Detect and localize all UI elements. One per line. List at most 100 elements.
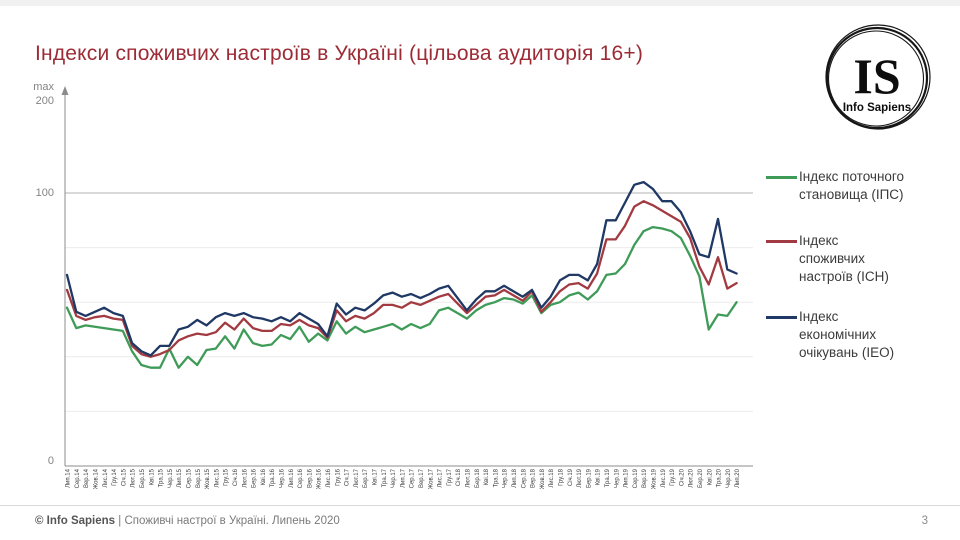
legend-item-ips: Індекс поточного становища (ІПС) bbox=[766, 168, 904, 204]
legend-swatch-ips bbox=[766, 176, 797, 179]
series-line-ІЕО bbox=[65, 180, 738, 357]
x-axis-tick-label: Кві.15 bbox=[149, 468, 155, 485]
footer: © Info Sapiens | Споживчі настрої в Укра… bbox=[35, 515, 340, 527]
x-axis-tick-label: Жов.14 bbox=[94, 468, 100, 489]
x-axis-tick-label: Лип.14 bbox=[66, 468, 72, 488]
x-axis-tick-label: Січ.17 bbox=[345, 468, 351, 486]
x-axis-tick-label: Тра.19 bbox=[605, 468, 611, 487]
info-sapiens-logo: IS Info Sapiens bbox=[820, 20, 935, 138]
series-line-ІСН bbox=[65, 200, 738, 358]
legend-label-isn: Індекс споживчих настроїв (ІСН) bbox=[799, 233, 889, 284]
x-axis-tick-label: Лют.16 bbox=[242, 468, 248, 487]
x-axis-tick-label: Лис.16 bbox=[326, 468, 332, 487]
legend-item-ieo: Індекс економічних очікувань (ІЕО) bbox=[766, 308, 894, 362]
page-number: 3 bbox=[921, 515, 928, 527]
x-axis-tick-label: Гру.15 bbox=[224, 468, 230, 486]
x-axis-tick-label: Лип.15 bbox=[177, 468, 183, 488]
x-axis-tick-label: Жов.19 bbox=[652, 468, 658, 489]
x-axis-tick-label: Бер.19 bbox=[586, 468, 592, 488]
x-axis-tick-label: Вер.19 bbox=[642, 468, 648, 488]
y-axis-tick-100: 100 bbox=[35, 187, 54, 199]
logo-circle-icon: IS Info Sapiens bbox=[825, 24, 931, 130]
x-axis-tick-label: Лип.19 bbox=[624, 468, 630, 488]
x-axis-tick-label: Сер.17 bbox=[410, 468, 416, 488]
x-axis-tick-label: Жов.18 bbox=[540, 468, 546, 489]
footer-divider bbox=[0, 505, 960, 506]
x-axis-tick-label: Лис.18 bbox=[549, 468, 555, 487]
x-axis-tick-label: Гру.16 bbox=[335, 468, 341, 486]
x-axis-tick-label: Вер.17 bbox=[419, 468, 425, 488]
x-axis-tick-label: Лют.18 bbox=[466, 468, 472, 487]
page-title: Індекси споживчих настроїв в Україні (ці… bbox=[35, 42, 644, 65]
logo-monogram: IS bbox=[853, 48, 900, 104]
x-axis-tick-label: Лис.15 bbox=[214, 468, 220, 487]
x-axis-tick-label: Тра.15 bbox=[159, 468, 165, 487]
x-axis-tick-label: Лис.19 bbox=[661, 468, 667, 487]
x-axis-tick-label: Лип.16 bbox=[289, 468, 295, 488]
x-axis-tick-label: Вер.18 bbox=[531, 468, 537, 488]
footer-brand: © Info Sapiens bbox=[35, 515, 116, 527]
x-axis-tick-label: Лип.20 bbox=[735, 468, 741, 488]
legend-item-isn: Індекс споживчих настроїв (ІСН) bbox=[766, 232, 889, 286]
x-axis-tick-label: Сер.15 bbox=[187, 468, 193, 488]
x-axis-tick-label: Лис.14 bbox=[103, 468, 109, 487]
x-axis-tick-label: Вер.15 bbox=[196, 468, 202, 488]
x-axis-tick-label: Тра.20 bbox=[717, 468, 723, 487]
x-axis-tick-label: Кві.16 bbox=[261, 468, 267, 485]
x-axis-tick-label: Гру.17 bbox=[447, 468, 453, 486]
logo-name: Info Sapiens bbox=[843, 102, 911, 114]
x-axis-tick-label: Січ.15 bbox=[121, 468, 127, 486]
x-axis-tick-label: Тра.18 bbox=[493, 468, 499, 487]
footer-caption: Споживчі настрої в Україні. Липень 2020 bbox=[124, 515, 340, 527]
x-axis-tick-label: Лют.20 bbox=[689, 468, 695, 487]
x-axis-tick-label: Чер.20 bbox=[726, 468, 732, 488]
legend-label-ips: Індекс поточного становища (ІПС) bbox=[799, 169, 905, 202]
x-axis-tick-label: Бер.16 bbox=[252, 468, 258, 488]
x-axis-tick-label: Лис.17 bbox=[438, 468, 444, 487]
x-axis-tick-label: Січ.18 bbox=[456, 468, 462, 486]
x-axis-tick-label: Сер.16 bbox=[298, 468, 304, 488]
y-axis-max-label: max 200 bbox=[33, 81, 54, 107]
x-axis-tick-label: Січ.19 bbox=[568, 468, 574, 486]
legend-swatch-isn bbox=[766, 240, 797, 243]
x-axis-tick-label: Сер.18 bbox=[521, 468, 527, 488]
x-axis-tick-label: Кві.18 bbox=[484, 468, 490, 485]
x-axis-tick-label: Чер.16 bbox=[280, 468, 286, 488]
x-axis-tick-label: Тра.17 bbox=[382, 468, 388, 487]
x-axis-tick-label: Чер.15 bbox=[168, 468, 174, 488]
x-axis-tick-label: Жов.16 bbox=[317, 468, 323, 489]
x-axis-tick-label: Лют.15 bbox=[131, 468, 137, 487]
footer-separator: | bbox=[118, 515, 122, 527]
x-axis-tick-label: Лип.18 bbox=[512, 468, 518, 488]
x-axis-tick-label: Кві.17 bbox=[373, 468, 379, 485]
x-axis-tick-label: Кві.20 bbox=[707, 468, 713, 485]
x-axis-tick-label: Вер.16 bbox=[307, 468, 313, 488]
x-axis-tick-label: Бер.20 bbox=[698, 468, 704, 488]
x-axis-tick-label: Лют.19 bbox=[577, 468, 583, 487]
x-axis-tick-label: Бер.18 bbox=[475, 468, 481, 488]
x-axis-tick-label: Гру.18 bbox=[559, 468, 565, 486]
x-axis-tick-label: Жов.17 bbox=[428, 468, 434, 489]
x-axis-tick-label: Сер.19 bbox=[633, 468, 639, 488]
x-axis-tick-label: Жов.15 bbox=[205, 468, 211, 489]
y-axis-tick-0: 0 bbox=[47, 455, 54, 467]
x-axis-tick-label: Чер.19 bbox=[614, 468, 620, 488]
top-accent-bar bbox=[0, 0, 960, 6]
legend-label-ieo: Індекс економічних очікувань (ІЕО) bbox=[799, 309, 895, 360]
x-axis-tick-label: Гру.19 bbox=[670, 468, 676, 486]
x-axis-tick-label: Бер.15 bbox=[140, 468, 146, 488]
series-line-ІПС bbox=[65, 225, 738, 369]
x-axis-tick-label: Тра.16 bbox=[270, 468, 276, 487]
x-axis-tick-label: Січ.20 bbox=[679, 468, 685, 486]
x-axis-tick-label: Кві.19 bbox=[596, 468, 602, 485]
x-axis-tick-label: Лип.17 bbox=[400, 468, 406, 488]
x-axis-tick-label: Лют.17 bbox=[354, 468, 360, 487]
x-axis-tick-label: Вер.14 bbox=[84, 468, 90, 488]
legend-swatch-ieo bbox=[766, 316, 797, 319]
x-axis-tick-label: Сер.14 bbox=[75, 468, 81, 488]
x-axis-tick-label: Січ.16 bbox=[233, 468, 239, 486]
x-axis-tick-label: Бер.17 bbox=[363, 468, 369, 488]
x-axis-tick-label: Чер.17 bbox=[391, 468, 397, 488]
